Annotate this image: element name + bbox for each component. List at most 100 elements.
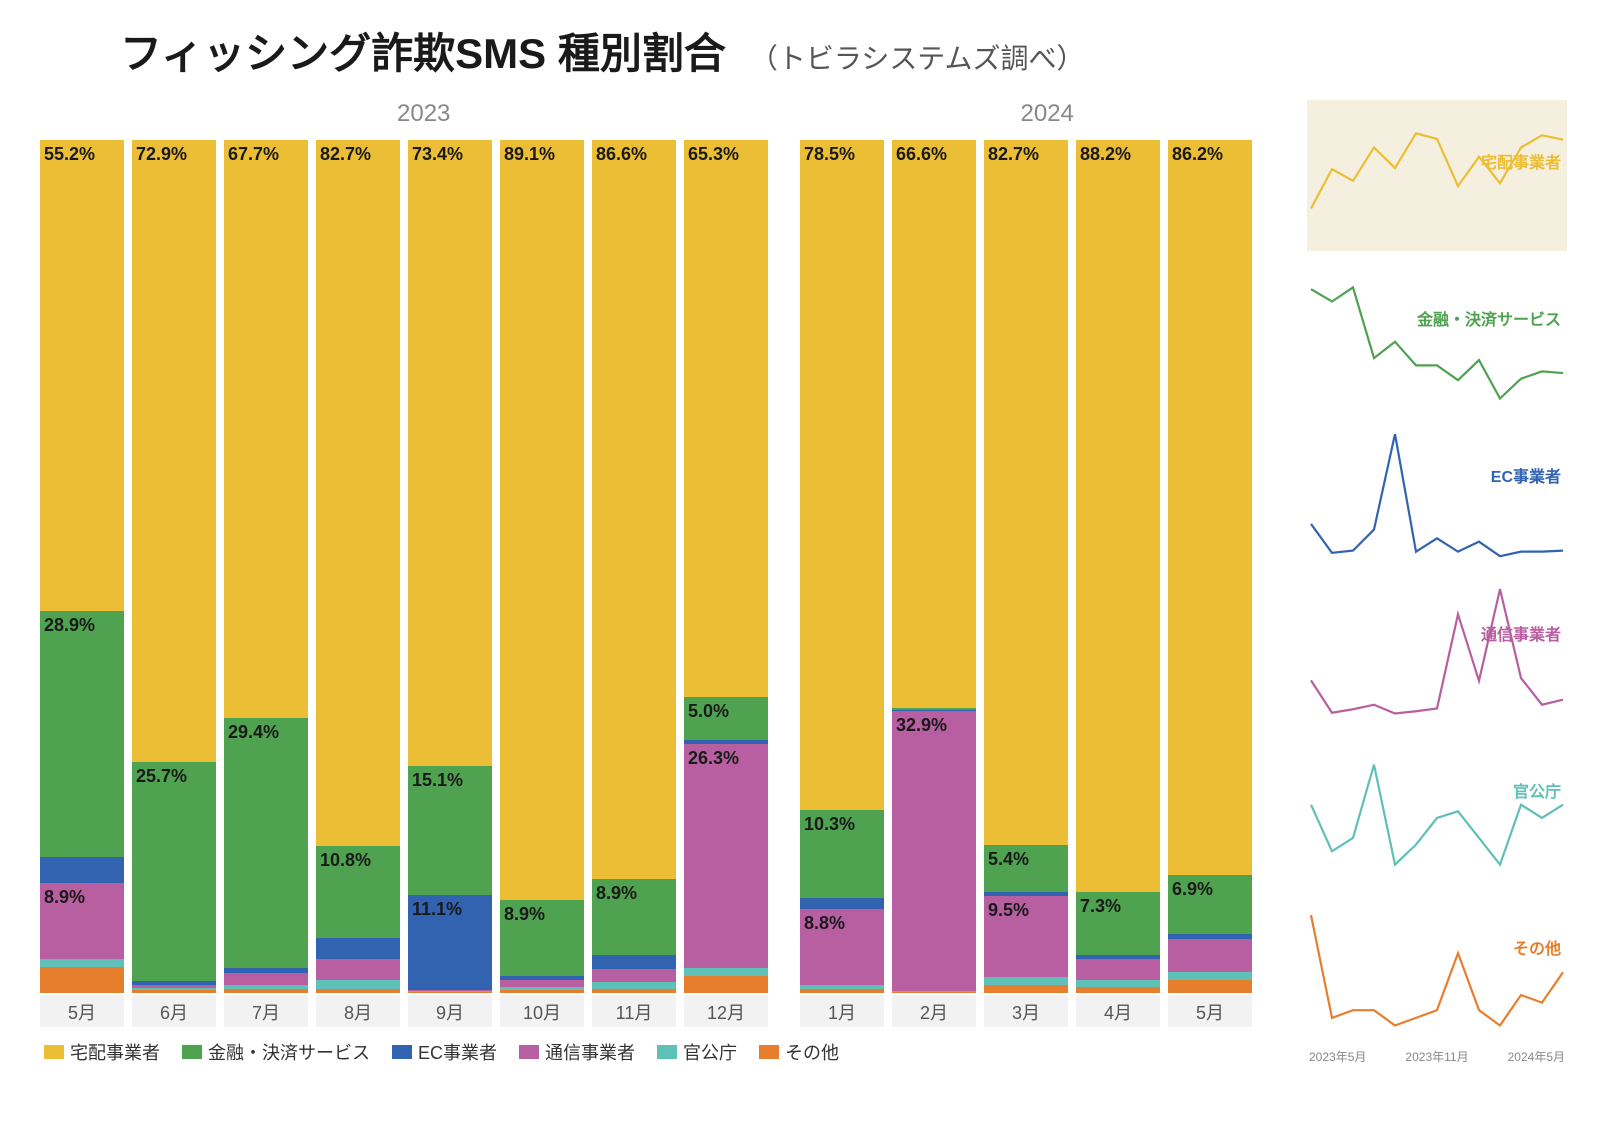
bar-stack: 8.8%10.3%78.5%	[800, 140, 884, 993]
bar-segment-gov	[224, 985, 308, 989]
sparkline-svg	[1307, 257, 1567, 408]
bar-segment-ec	[500, 976, 584, 980]
month-label: 5月	[40, 995, 124, 1027]
bar-segment-other	[316, 989, 400, 993]
bar-segment-telecom: 8.8%	[800, 909, 884, 984]
chart-body: 20232024 8.9%28.9%55.2%5月25.7%72.9%6月29.…	[40, 100, 1567, 1065]
bar-segment-label: 73.4%	[412, 144, 463, 165]
bar-segment-other	[1076, 987, 1160, 993]
sparkline-label: EC事業者	[1491, 463, 1561, 487]
bar-segment-ec	[1168, 934, 1252, 939]
sparkline-path	[1311, 589, 1563, 713]
title-row: フィッシング詐欺SMS 種別割合 （トビラシステムズ調べ）	[20, 20, 1587, 81]
sparkline-svg	[1307, 415, 1567, 566]
sparkline-label: 官公庁	[1513, 778, 1561, 802]
legend-label: 官公庁	[683, 1039, 737, 1065]
bar-segment-label: 9.5%	[988, 900, 1029, 921]
bar-column: 26.3%5.0%65.3%12月	[684, 140, 768, 1027]
month-label: 3月	[984, 995, 1068, 1027]
bar-segment-label: 65.3%	[688, 144, 739, 165]
legend-label: EC事業者	[418, 1039, 497, 1065]
bar-segment-label: 88.2%	[1080, 144, 1131, 165]
legend-label: 通信事業者	[545, 1039, 635, 1065]
bar-segment-ec	[1076, 955, 1160, 959]
sparkline-xaxis-label: 2023年11月	[1405, 1048, 1468, 1065]
sparkline-gov: 官公庁	[1307, 729, 1567, 880]
bar-stack: 11.1%15.1%73.4%	[408, 140, 492, 993]
bar-segment-label: 8.8%	[804, 913, 845, 934]
month-label: 1月	[800, 995, 884, 1027]
bar-segment-label: 66.6%	[896, 144, 947, 165]
month-label: 7月	[224, 995, 308, 1027]
bar-column: 11.1%15.1%73.4%9月	[408, 140, 492, 1027]
stacked-bar-panel: 20232024 8.9%28.9%55.2%5月25.7%72.9%6月29.…	[40, 100, 1287, 1065]
legend-swatch	[182, 1045, 202, 1059]
bar-segment-gov	[1168, 972, 1252, 981]
bar-segment-gov	[684, 968, 768, 976]
bar-segment-ec	[892, 710, 976, 711]
bar-segment-label: 86.2%	[1172, 144, 1223, 165]
bar-segment-other	[984, 985, 1068, 993]
sparkline-label: 宅配事業者	[1481, 149, 1561, 173]
bar-segment-other	[1168, 980, 1252, 993]
bar-segment-ec	[40, 857, 124, 883]
legend-label: その他	[785, 1039, 839, 1065]
year-header: 2023	[40, 100, 807, 140]
bar-segment-label: 72.9%	[136, 144, 187, 165]
legend-item-other: その他	[759, 1039, 839, 1065]
bar-segment-telecom	[408, 990, 492, 992]
bar-stack: 9.5% 5.4% 82.7%	[984, 140, 1068, 993]
bar-segment-gov	[40, 959, 124, 968]
bar-segment-ec	[132, 981, 216, 984]
month-label: 10月	[500, 995, 584, 1027]
bar-segment-label: 25.7%	[136, 766, 187, 787]
sparkline-xaxis: 2023年5月 2023年11月 2024年5月	[1307, 1044, 1567, 1065]
bar-segment-label: 7.3%	[1080, 896, 1121, 917]
sparkline-path	[1311, 288, 1563, 399]
bar-column: 8.9%89.1%10月	[500, 140, 584, 1027]
bar-segment-label: 5.0%	[688, 701, 729, 722]
sparkline-telecom: 通信事業者	[1307, 572, 1567, 723]
bar-segment-label: 78.5%	[804, 144, 855, 165]
legend-item-gov: 官公庁	[657, 1039, 737, 1065]
sparkline-delivery: 宅配事業者	[1307, 100, 1567, 251]
sparkline-xaxis-label: 2024年5月	[1508, 1048, 1565, 1065]
chart-container: フィッシング詐欺SMS 種別割合 （トビラシステムズ調べ） 20232024 8…	[20, 20, 1587, 1115]
bar-segment-telecom	[1076, 959, 1160, 980]
bar-segment-gov	[500, 987, 584, 990]
bar-segment-label: 82.7%	[320, 144, 371, 165]
bar-segment-delivery: 67.7%	[224, 140, 308, 717]
bar-segment-delivery: 72.9%	[132, 140, 216, 762]
bar-segment-other	[132, 990, 216, 993]
bar-stack: 32.9% 66.6%	[892, 140, 976, 993]
bar-segment-delivery: 66.6%	[892, 140, 976, 708]
month-label: 9月	[408, 995, 492, 1027]
bar-segment-finance: 6.9%	[1168, 875, 1252, 934]
bar-segment-label: 11.1%	[412, 899, 462, 920]
bar-column: 8.9%28.9%55.2%5月	[40, 140, 124, 1027]
legend-item-ec: EC事業者	[392, 1039, 497, 1065]
bar-segment-label: 8.9%	[44, 887, 85, 908]
bar-segment-delivery: 82.7%	[316, 140, 400, 845]
bar-segment-label: 8.9%	[504, 904, 545, 925]
sparkline-panel: 宅配事業者金融・決済サービスEC事業者通信事業者官公庁その他2023年5月202…	[1307, 100, 1567, 1065]
sparkline-svg	[1307, 100, 1567, 251]
bar-segment-label: 82.7%	[988, 144, 1039, 165]
bar-column: 9.5% 5.4% 82.7% 3月	[984, 140, 1068, 1027]
bar-segment-label: 32.9%	[896, 715, 947, 736]
bar-stack: 26.3%5.0%65.3%	[684, 140, 768, 993]
bar-stack: 7.3% 88.2%	[1076, 140, 1160, 993]
bar-stack: 8.9%89.1%	[500, 140, 584, 993]
bar-column: 29.4% 67.7% 7月	[224, 140, 308, 1027]
bar-segment-delivery: 65.3%	[684, 140, 768, 697]
bar-segment-label: 29.4%	[228, 722, 279, 743]
sparkline-xaxis-label: 2023年5月	[1309, 1048, 1366, 1065]
bar-stack: 10.8%82.7%	[316, 140, 400, 993]
legend-item-finance: 金融・決済サービス	[182, 1039, 370, 1065]
legend-item-telecom: 通信事業者	[519, 1039, 635, 1065]
month-label: 11月	[592, 995, 676, 1027]
bars-row: 8.9%28.9%55.2%5月25.7%72.9%6月29.4%67.7%7月…	[40, 140, 1287, 1027]
bar-segment-label: 5.4%	[988, 849, 1029, 870]
bar-segment-delivery: 88.2%	[1076, 140, 1160, 892]
bar-segment-ec	[684, 740, 768, 744]
